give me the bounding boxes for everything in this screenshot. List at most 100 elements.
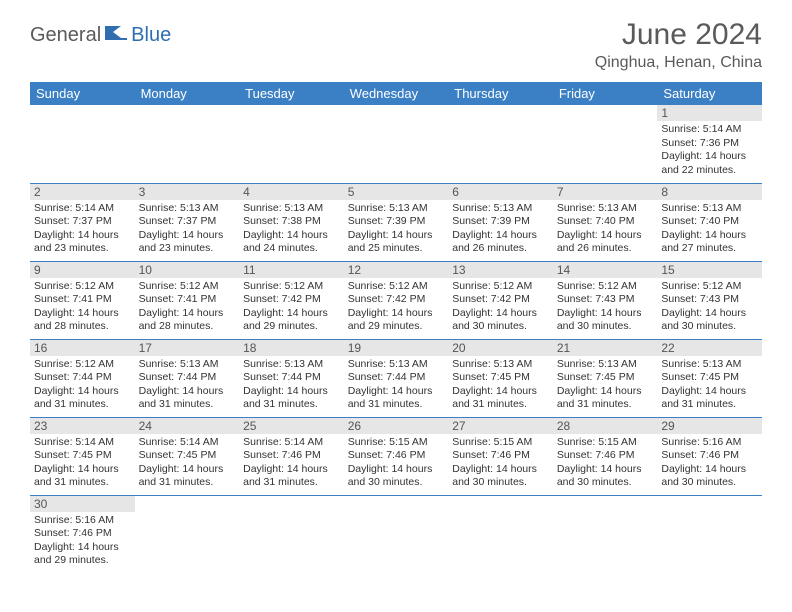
day-line: and 30 minutes. [661, 320, 758, 334]
day-number: 26 [344, 418, 449, 434]
weekday-header: Friday [553, 82, 658, 105]
day-line: and 31 minutes. [243, 398, 340, 412]
calendar-cell: 9Sunrise: 5:12 AMSunset: 7:41 PMDaylight… [30, 261, 135, 339]
day-number: 1 [657, 105, 762, 121]
day-line: Daylight: 14 hours [34, 307, 131, 321]
day-line: Sunrise: 5:13 AM [243, 358, 340, 372]
day-line: Sunset: 7:45 PM [34, 449, 131, 463]
day-line: and 28 minutes. [139, 320, 236, 334]
day-number: 15 [657, 262, 762, 278]
day-line: Sunset: 7:43 PM [557, 293, 654, 307]
calendar-cell [553, 105, 658, 183]
day-line: Sunset: 7:46 PM [661, 449, 758, 463]
logo-text-general: General [30, 24, 101, 47]
calendar-cell: 23Sunrise: 5:14 AMSunset: 7:45 PMDayligh… [30, 417, 135, 495]
calendar-cell [448, 105, 553, 183]
day-line: Daylight: 14 hours [661, 307, 758, 321]
day-line: Sunrise: 5:15 AM [557, 436, 654, 450]
day-line: Daylight: 14 hours [348, 229, 445, 243]
day-line: Daylight: 14 hours [139, 307, 236, 321]
calendar-cell [553, 495, 658, 573]
day-line: and 26 minutes. [452, 242, 549, 256]
day-content: Sunrise: 5:13 AMSunset: 7:37 PMDaylight:… [135, 200, 240, 261]
day-line: Daylight: 14 hours [557, 307, 654, 321]
day-line: Sunset: 7:44 PM [243, 371, 340, 385]
day-line: Sunset: 7:37 PM [139, 215, 236, 229]
day-line: Sunrise: 5:14 AM [34, 202, 131, 216]
day-line: Sunset: 7:40 PM [661, 215, 758, 229]
day-line: Sunset: 7:45 PM [557, 371, 654, 385]
calendar-cell: 16Sunrise: 5:12 AMSunset: 7:44 PMDayligh… [30, 339, 135, 417]
day-number: 6 [448, 184, 553, 200]
calendar-body: 1Sunrise: 5:14 AMSunset: 7:36 PMDaylight… [30, 105, 762, 573]
calendar-cell: 7Sunrise: 5:13 AMSunset: 7:40 PMDaylight… [553, 183, 658, 261]
calendar-cell: 2Sunrise: 5:14 AMSunset: 7:37 PMDaylight… [30, 183, 135, 261]
day-line: Sunset: 7:41 PM [139, 293, 236, 307]
day-content: Sunrise: 5:13 AMSunset: 7:39 PMDaylight:… [344, 200, 449, 261]
day-line: Daylight: 14 hours [557, 229, 654, 243]
day-number: 10 [135, 262, 240, 278]
weekday-header: Thursday [448, 82, 553, 105]
day-line: Sunrise: 5:13 AM [661, 202, 758, 216]
day-line: and 31 minutes. [348, 398, 445, 412]
calendar-cell: 19Sunrise: 5:13 AMSunset: 7:44 PMDayligh… [344, 339, 449, 417]
calendar-header: SundayMondayTuesdayWednesdayThursdayFrid… [30, 82, 762, 105]
calendar-cell: 14Sunrise: 5:12 AMSunset: 7:43 PMDayligh… [553, 261, 658, 339]
day-number: 20 [448, 340, 553, 356]
weekday-header: Saturday [657, 82, 762, 105]
day-line: Daylight: 14 hours [452, 229, 549, 243]
day-content: Sunrise: 5:12 AMSunset: 7:41 PMDaylight:… [30, 278, 135, 339]
day-line: Sunset: 7:37 PM [34, 215, 131, 229]
day-number: 13 [448, 262, 553, 278]
day-line: Sunset: 7:44 PM [34, 371, 131, 385]
day-number: 17 [135, 340, 240, 356]
day-line: Sunrise: 5:12 AM [34, 280, 131, 294]
day-line: Sunset: 7:46 PM [452, 449, 549, 463]
day-line: Sunrise: 5:13 AM [557, 358, 654, 372]
calendar-cell [239, 495, 344, 573]
day-line: Sunset: 7:44 PM [348, 371, 445, 385]
day-line: and 30 minutes. [348, 476, 445, 490]
day-line: and 23 minutes. [139, 242, 236, 256]
day-line: Sunrise: 5:14 AM [661, 123, 758, 137]
day-line: and 28 minutes. [34, 320, 131, 334]
day-content: Sunrise: 5:13 AMSunset: 7:39 PMDaylight:… [448, 200, 553, 261]
flag-icon [105, 24, 127, 47]
calendar-cell: 18Sunrise: 5:13 AMSunset: 7:44 PMDayligh… [239, 339, 344, 417]
day-number: 2 [30, 184, 135, 200]
day-content: Sunrise: 5:15 AMSunset: 7:46 PMDaylight:… [344, 434, 449, 495]
calendar-cell: 25Sunrise: 5:14 AMSunset: 7:46 PMDayligh… [239, 417, 344, 495]
day-content: Sunrise: 5:12 AMSunset: 7:42 PMDaylight:… [344, 278, 449, 339]
day-line: Sunset: 7:46 PM [243, 449, 340, 463]
day-number: 8 [657, 184, 762, 200]
day-number: 14 [553, 262, 658, 278]
day-line: Daylight: 14 hours [661, 229, 758, 243]
calendar-table: SundayMondayTuesdayWednesdayThursdayFrid… [30, 82, 762, 573]
day-line: and 31 minutes. [139, 398, 236, 412]
day-number: 9 [30, 262, 135, 278]
day-line: and 30 minutes. [452, 320, 549, 334]
day-content: Sunrise: 5:13 AMSunset: 7:44 PMDaylight:… [239, 356, 344, 417]
day-line: and 29 minutes. [243, 320, 340, 334]
weekday-header: Monday [135, 82, 240, 105]
day-line: Sunset: 7:39 PM [348, 215, 445, 229]
day-number: 12 [344, 262, 449, 278]
calendar-cell: 5Sunrise: 5:13 AMSunset: 7:39 PMDaylight… [344, 183, 449, 261]
day-content: Sunrise: 5:12 AMSunset: 7:42 PMDaylight:… [448, 278, 553, 339]
day-line: and 30 minutes. [557, 320, 654, 334]
calendar-cell: 20Sunrise: 5:13 AMSunset: 7:45 PMDayligh… [448, 339, 553, 417]
day-line: Daylight: 14 hours [243, 307, 340, 321]
day-number: 21 [553, 340, 658, 356]
calendar-cell: 21Sunrise: 5:13 AMSunset: 7:45 PMDayligh… [553, 339, 658, 417]
calendar-cell [135, 105, 240, 183]
weekday-header: Sunday [30, 82, 135, 105]
day-line: and 30 minutes. [661, 476, 758, 490]
day-line: Daylight: 14 hours [452, 385, 549, 399]
calendar-cell: 4Sunrise: 5:13 AMSunset: 7:38 PMDaylight… [239, 183, 344, 261]
day-line: and 31 minutes. [452, 398, 549, 412]
day-content: Sunrise: 5:14 AMSunset: 7:46 PMDaylight:… [239, 434, 344, 495]
day-number: 3 [135, 184, 240, 200]
day-line: and 23 minutes. [34, 242, 131, 256]
day-line: and 30 minutes. [452, 476, 549, 490]
calendar-cell: 12Sunrise: 5:12 AMSunset: 7:42 PMDayligh… [344, 261, 449, 339]
